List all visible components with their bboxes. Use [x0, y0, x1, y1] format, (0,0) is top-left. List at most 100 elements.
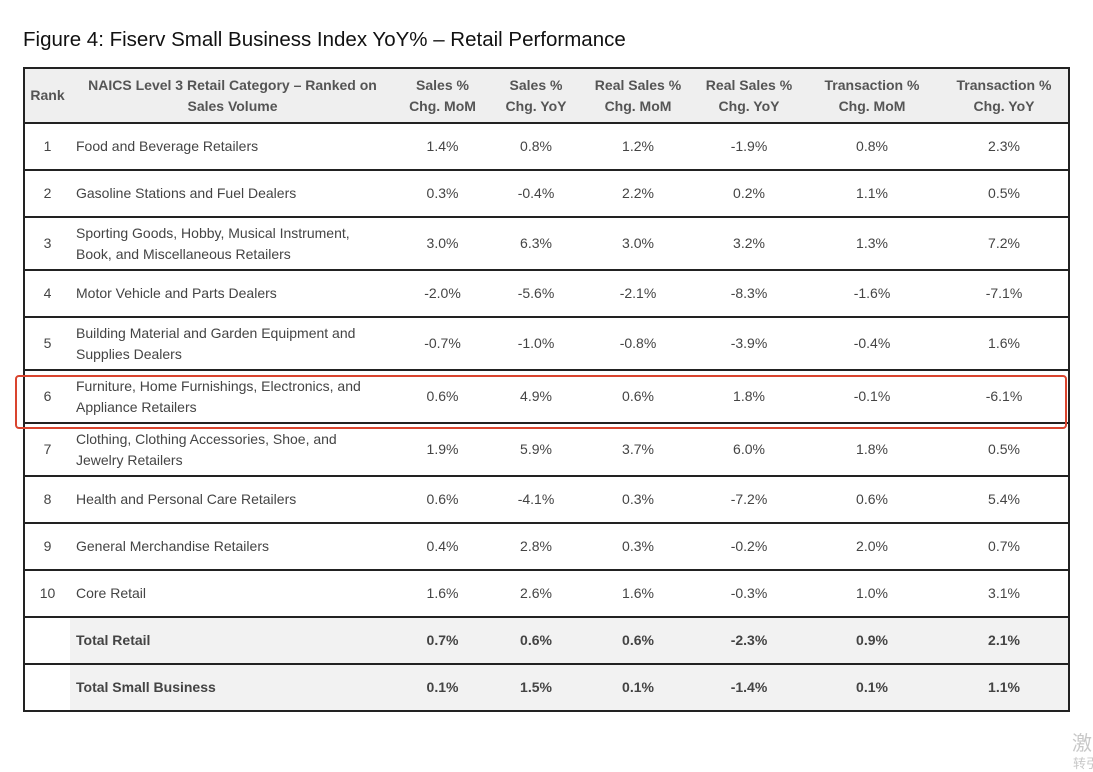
- category-line: Building Material and Garden Equipment a…: [76, 324, 356, 341]
- table-row: 4 Motor Vehicle and Parts Dealers -2.0% …: [24, 270, 1069, 318]
- header-transaction-yoy: Transaction % Chg. YoY: [940, 68, 1069, 124]
- transaction-yoy-cell: 0.7%: [940, 523, 1069, 571]
- rank-cell: 6: [24, 370, 70, 424]
- real-sales-mom-cell: 3.7%: [582, 423, 694, 477]
- sales-yoy-cell: 0.6%: [490, 617, 582, 665]
- real-sales-mom-cell: 0.3%: [582, 523, 694, 571]
- category-line: Total Retail: [76, 632, 151, 648]
- sales-mom-cell: 0.7%: [395, 617, 490, 665]
- category-line: Motor Vehicle and Parts Dealers: [76, 285, 277, 301]
- header-real-sales-mom: Real Sales % Chg. MoM: [582, 68, 694, 124]
- real-sales-mom-cell: 0.1%: [582, 664, 694, 711]
- total-retail-row: Total Retail 0.7% 0.6% 0.6% -2.3% 0.9% 2…: [24, 617, 1069, 665]
- sales-yoy-cell: -5.6%: [490, 270, 582, 318]
- transaction-yoy-cell: 2.1%: [940, 617, 1069, 665]
- rank-cell: 10: [24, 570, 70, 618]
- retail-performance-table: Rank NAICS Level 3 Retail Category – Ran…: [23, 67, 1070, 712]
- category-cell: Motor Vehicle and Parts Dealers: [70, 270, 395, 318]
- sales-mom-cell: 3.0%: [395, 217, 490, 271]
- real-sales-yoy-cell: -3.9%: [694, 317, 804, 371]
- rank-cell: 7: [24, 423, 70, 477]
- rank-cell: [24, 664, 70, 711]
- rank-cell: 8: [24, 476, 70, 524]
- real-sales-mom-cell: 1.2%: [582, 123, 694, 171]
- watermark-subtext: 转引: [1073, 756, 1093, 771]
- header-line: Sales Volume: [187, 97, 278, 114]
- sales-yoy-cell: 1.5%: [490, 664, 582, 711]
- category-line: Clothing, Clothing Accessories, Shoe, an…: [76, 430, 337, 447]
- header-line: Chg. YoY: [973, 97, 1035, 114]
- sales-mom-cell: 1.9%: [395, 423, 490, 477]
- transaction-mom-cell: 0.9%: [804, 617, 940, 665]
- header-rank: Rank: [24, 68, 70, 124]
- transaction-yoy-cell: 3.1%: [940, 570, 1069, 618]
- header-line: Chg. YoY: [505, 97, 567, 114]
- category-line: Appliance Retailers: [76, 398, 197, 415]
- category-line: Health and Personal Care Retailers: [76, 491, 297, 507]
- category-line: Jewelry Retailers: [76, 451, 183, 468]
- header-line: Transaction %: [956, 76, 1052, 93]
- category-cell: Health and Personal Care Retailers: [70, 476, 395, 524]
- category-line: Supplies Dealers: [76, 345, 182, 362]
- total-small-business-row: Total Small Business 0.1% 1.5% 0.1% -1.4…: [24, 664, 1069, 711]
- header-line: Chg. MoM: [409, 97, 476, 114]
- category-cell: Core Retail: [70, 570, 395, 618]
- header-transaction-mom: Transaction % Chg. MoM: [804, 68, 940, 124]
- sales-yoy-cell: 5.9%: [490, 423, 582, 477]
- category-cell: Building Material and Garden Equipment a…: [70, 317, 395, 371]
- transaction-mom-cell: 1.0%: [804, 570, 940, 618]
- table-row: 9 General Merchandise Retailers 0.4% 2.8…: [24, 523, 1069, 571]
- real-sales-mom-cell: 3.0%: [582, 217, 694, 271]
- transaction-mom-cell: -0.4%: [804, 317, 940, 371]
- header-line: Chg. MoM: [838, 97, 906, 114]
- transaction-yoy-cell: 7.2%: [940, 217, 1069, 271]
- rank-cell: 2: [24, 170, 70, 218]
- real-sales-mom-cell: 2.2%: [582, 170, 694, 218]
- category-cell: Sporting Goods, Hobby, Musical Instrumen…: [70, 217, 395, 271]
- header-line: Real Sales %: [594, 76, 682, 93]
- category-cell: Food and Beverage Retailers: [70, 123, 395, 171]
- real-sales-yoy-cell: -0.3%: [694, 570, 804, 618]
- table-row: 8 Health and Personal Care Retailers 0.6…: [24, 476, 1069, 524]
- real-sales-mom-cell: 0.6%: [582, 617, 694, 665]
- category-line: General Merchandise Retailers: [76, 538, 269, 554]
- transaction-mom-cell: 1.8%: [804, 423, 940, 477]
- rank-cell: 4: [24, 270, 70, 318]
- header-line: Sales %: [416, 76, 469, 93]
- sales-mom-cell: 0.6%: [395, 370, 490, 424]
- sales-yoy-cell: 0.8%: [490, 123, 582, 171]
- real-sales-yoy-cell: 3.2%: [694, 217, 804, 271]
- real-sales-yoy-cell: 6.0%: [694, 423, 804, 477]
- transaction-mom-cell: -0.1%: [804, 370, 940, 424]
- rank-cell: 5: [24, 317, 70, 371]
- real-sales-yoy-cell: -0.2%: [694, 523, 804, 571]
- category-line: Furniture, Home Furnishings, Electronics…: [76, 377, 361, 394]
- transaction-mom-cell: 2.0%: [804, 523, 940, 571]
- header-sales-mom: Sales % Chg. MoM: [395, 68, 490, 124]
- category-line: Sporting Goods, Hobby, Musical Instrumen…: [76, 224, 350, 241]
- table-row: 2 Gasoline Stations and Fuel Dealers 0.3…: [24, 170, 1069, 218]
- sales-mom-cell: 0.3%: [395, 170, 490, 218]
- transaction-yoy-cell: 0.5%: [940, 170, 1069, 218]
- header-line: NAICS Level 3 Retail Category – Ranked o…: [88, 76, 377, 93]
- real-sales-yoy-cell: 1.8%: [694, 370, 804, 424]
- header-row: Rank NAICS Level 3 Retail Category – Ran…: [24, 68, 1069, 124]
- table-row: 7 Clothing, Clothing Accessories, Shoe, …: [24, 423, 1069, 477]
- real-sales-yoy-cell: -1.9%: [694, 123, 804, 171]
- real-sales-mom-cell: -0.8%: [582, 317, 694, 371]
- rank-cell: 9: [24, 523, 70, 571]
- real-sales-yoy-cell: -1.4%: [694, 664, 804, 711]
- watermark-text: 激: [1072, 733, 1092, 755]
- sales-yoy-cell: 2.8%: [490, 523, 582, 571]
- category-line: Gasoline Stations and Fuel Dealers: [76, 185, 297, 201]
- transaction-yoy-cell: 1.6%: [940, 317, 1069, 371]
- category-line: Food and Beverage Retailers: [76, 138, 259, 154]
- table-row: 1 Food and Beverage Retailers 1.4% 0.8% …: [24, 123, 1069, 171]
- category-line: Book, and Miscellaneous Retailers: [76, 245, 291, 262]
- sales-yoy-cell: 2.6%: [490, 570, 582, 618]
- transaction-yoy-cell: -7.1%: [940, 270, 1069, 318]
- category-cell: Total Retail: [70, 617, 395, 665]
- real-sales-yoy-cell: -7.2%: [694, 476, 804, 524]
- header-line: Chg. MoM: [604, 97, 672, 114]
- category-line: Total Small Business: [76, 679, 216, 695]
